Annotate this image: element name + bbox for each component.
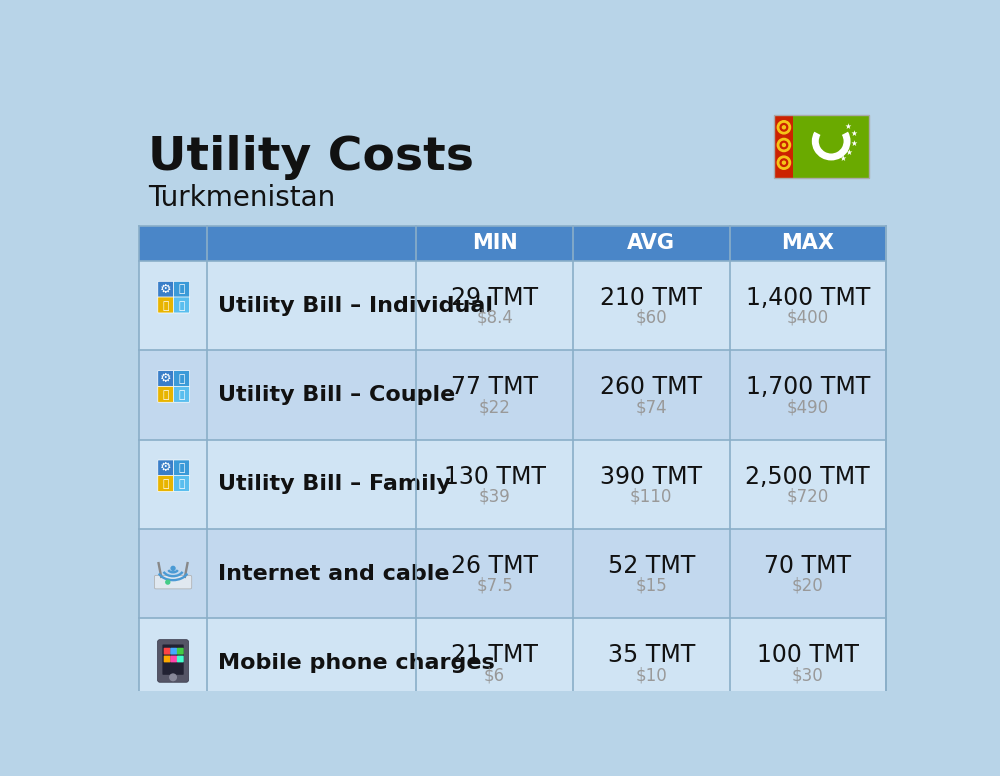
- Bar: [139, 226, 886, 261]
- Text: 👤: 👤: [178, 463, 185, 473]
- Text: 210 TMT: 210 TMT: [600, 286, 702, 310]
- Text: ★: ★: [850, 129, 857, 138]
- FancyBboxPatch shape: [164, 648, 171, 654]
- FancyBboxPatch shape: [177, 648, 184, 654]
- Text: 🔌: 🔌: [163, 300, 169, 310]
- Text: 390 TMT: 390 TMT: [600, 465, 702, 489]
- Circle shape: [166, 580, 170, 584]
- Circle shape: [782, 144, 785, 147]
- Text: $720: $720: [787, 487, 829, 506]
- Text: $20: $20: [792, 577, 824, 595]
- FancyBboxPatch shape: [170, 648, 177, 654]
- Text: 70 TMT: 70 TMT: [764, 554, 851, 578]
- Text: $8.4: $8.4: [476, 309, 513, 327]
- Text: ★: ★: [845, 122, 852, 130]
- Bar: [139, 440, 886, 529]
- Text: 35 TMT: 35 TMT: [608, 643, 695, 667]
- Text: 29 TMT: 29 TMT: [451, 286, 538, 310]
- Text: 21 TMT: 21 TMT: [451, 643, 538, 667]
- Text: 🔧: 🔧: [178, 480, 185, 490]
- Text: $15: $15: [635, 577, 667, 595]
- Circle shape: [780, 123, 788, 131]
- FancyBboxPatch shape: [174, 282, 190, 297]
- Text: $10: $10: [635, 667, 667, 684]
- Circle shape: [780, 159, 788, 166]
- FancyBboxPatch shape: [174, 460, 190, 476]
- Text: $110: $110: [630, 487, 672, 506]
- FancyBboxPatch shape: [162, 645, 184, 675]
- FancyBboxPatch shape: [177, 656, 184, 663]
- Text: $22: $22: [479, 398, 511, 416]
- FancyBboxPatch shape: [158, 297, 174, 313]
- FancyBboxPatch shape: [164, 656, 171, 663]
- Circle shape: [170, 674, 176, 681]
- Text: 1,700 TMT: 1,700 TMT: [746, 376, 870, 400]
- Text: MIN: MIN: [472, 234, 518, 253]
- Text: 26 TMT: 26 TMT: [451, 554, 538, 578]
- Text: 🔌: 🔌: [163, 480, 169, 490]
- Text: 🔌: 🔌: [163, 390, 169, 400]
- Text: 👤: 👤: [178, 373, 185, 383]
- Text: AVG: AVG: [627, 234, 675, 253]
- Text: Mobile phone charges: Mobile phone charges: [218, 653, 495, 673]
- Text: Internet and cable: Internet and cable: [218, 563, 450, 584]
- Text: Utility Bill – Couple: Utility Bill – Couple: [218, 385, 455, 405]
- Text: 🔧: 🔧: [178, 300, 185, 310]
- Bar: [139, 350, 886, 440]
- Text: ★: ★: [839, 154, 846, 164]
- FancyBboxPatch shape: [174, 371, 190, 386]
- FancyBboxPatch shape: [174, 476, 190, 491]
- FancyBboxPatch shape: [158, 386, 174, 402]
- Text: 77 TMT: 77 TMT: [451, 376, 538, 400]
- Text: $7.5: $7.5: [476, 577, 513, 595]
- FancyBboxPatch shape: [158, 371, 174, 386]
- Text: 2,500 TMT: 2,500 TMT: [745, 465, 870, 489]
- FancyBboxPatch shape: [174, 386, 190, 402]
- FancyBboxPatch shape: [154, 575, 192, 589]
- Text: Utility Bill – Family: Utility Bill – Family: [218, 474, 451, 494]
- Bar: [139, 529, 886, 618]
- Text: 👤: 👤: [178, 284, 185, 294]
- FancyBboxPatch shape: [158, 282, 174, 297]
- Text: ★: ★: [846, 148, 853, 157]
- Text: Utility Bill – Individual: Utility Bill – Individual: [218, 296, 493, 316]
- Circle shape: [171, 566, 175, 570]
- Circle shape: [782, 126, 785, 129]
- Text: Utility Costs: Utility Costs: [148, 136, 474, 181]
- FancyBboxPatch shape: [158, 476, 174, 491]
- FancyBboxPatch shape: [170, 656, 177, 663]
- FancyBboxPatch shape: [158, 460, 174, 476]
- Bar: [139, 261, 886, 350]
- Text: 260 TMT: 260 TMT: [600, 376, 702, 400]
- Circle shape: [782, 161, 785, 165]
- Text: Turkmenistan: Turkmenistan: [148, 184, 336, 212]
- Text: $74: $74: [635, 398, 667, 416]
- Circle shape: [777, 121, 791, 134]
- Text: ⚙: ⚙: [160, 282, 172, 296]
- Text: 52 TMT: 52 TMT: [608, 554, 695, 578]
- Circle shape: [780, 141, 788, 149]
- Text: $490: $490: [787, 398, 829, 416]
- Circle shape: [777, 138, 791, 151]
- Text: $6: $6: [484, 667, 505, 684]
- Bar: [774, 115, 793, 178]
- Text: 🔧: 🔧: [178, 390, 185, 400]
- Text: $400: $400: [787, 309, 829, 327]
- Text: ⚙: ⚙: [160, 372, 172, 385]
- Text: $39: $39: [479, 487, 511, 506]
- Text: 1,400 TMT: 1,400 TMT: [746, 286, 870, 310]
- FancyBboxPatch shape: [158, 639, 189, 682]
- Text: 130 TMT: 130 TMT: [444, 465, 546, 489]
- Text: MAX: MAX: [781, 234, 834, 253]
- Text: $60: $60: [635, 309, 667, 327]
- Text: 100 TMT: 100 TMT: [757, 643, 859, 667]
- Text: ⚙: ⚙: [160, 462, 172, 474]
- Circle shape: [777, 156, 791, 169]
- Bar: [139, 618, 886, 708]
- Text: $30: $30: [792, 667, 824, 684]
- Bar: [774, 115, 869, 178]
- Text: ★: ★: [850, 139, 857, 148]
- Bar: [774, 115, 869, 178]
- FancyBboxPatch shape: [174, 297, 190, 313]
